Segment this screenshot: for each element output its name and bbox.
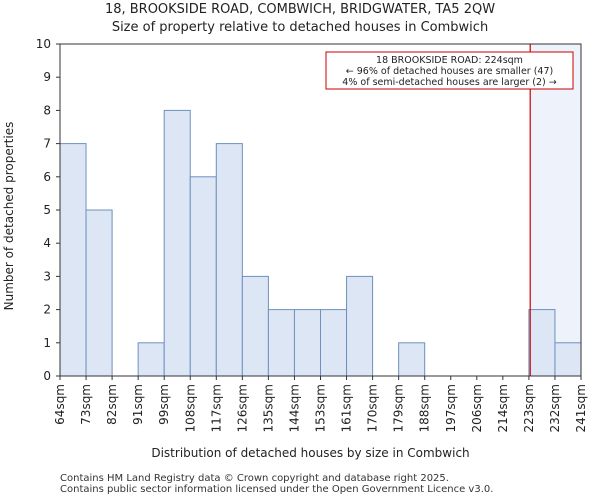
annotation-line-1: 18 BROOKSIDE ROAD: 224sqm bbox=[376, 55, 523, 66]
y-axis-label: Number of detached properties bbox=[2, 122, 16, 311]
x-tick-label: 223sqm bbox=[522, 384, 536, 432]
histogram-bar bbox=[59, 143, 87, 377]
chart-title-subtitle: Size of property relative to detached ho… bbox=[111, 20, 489, 35]
x-tick-label: 161sqm bbox=[340, 384, 354, 432]
histogram-bar bbox=[215, 143, 243, 377]
histogram-bar bbox=[398, 342, 426, 377]
x-tick-label: 64sqm bbox=[53, 384, 67, 425]
x-tick-label: 144sqm bbox=[287, 384, 301, 432]
x-tick-label: 99sqm bbox=[157, 384, 171, 425]
histogram-bar bbox=[293, 309, 322, 377]
histogram-bar bbox=[554, 342, 582, 377]
histogram-bar bbox=[85, 209, 113, 377]
x-axis-label: Distribution of detached houses by size … bbox=[151, 446, 469, 460]
annotation-box bbox=[325, 51, 574, 90]
y-tick-label: 2 bbox=[43, 303, 51, 317]
y-tick-label: 8 bbox=[43, 103, 51, 117]
footer-copyright: Contains HM Land Registry data © Crown c… bbox=[60, 473, 449, 484]
x-tick-label: 179sqm bbox=[392, 384, 406, 432]
y-tick-label: 1 bbox=[43, 336, 51, 350]
x-tick-label: 232sqm bbox=[548, 384, 562, 432]
x-tick-label: 91sqm bbox=[131, 384, 145, 425]
y-tick-label: 3 bbox=[43, 269, 51, 283]
x-tick-label: 135sqm bbox=[261, 384, 275, 432]
histogram-bar bbox=[189, 176, 217, 377]
x-tick-label: 108sqm bbox=[183, 384, 197, 432]
histogram-bar bbox=[346, 275, 374, 377]
y-tick-label: 9 bbox=[43, 70, 51, 84]
histogram-bar bbox=[320, 309, 348, 377]
x-tick-label: 206sqm bbox=[470, 384, 484, 432]
y-tick-label: 5 bbox=[43, 203, 51, 217]
x-tick-label: 188sqm bbox=[418, 384, 432, 432]
x-tick-label: 73sqm bbox=[79, 384, 93, 425]
y-tick-label: 0 bbox=[43, 369, 51, 383]
x-tick-label: 241sqm bbox=[574, 384, 588, 432]
y-tick-label: 6 bbox=[43, 170, 51, 184]
y-tick-label: 10 bbox=[36, 37, 51, 51]
annotation-line-3: 4% of semi-detached houses are larger (2… bbox=[342, 77, 556, 88]
y-tick-label: 7 bbox=[43, 137, 51, 151]
x-tick-label: 170sqm bbox=[366, 384, 380, 432]
x-tick-label: 82sqm bbox=[105, 384, 119, 425]
x-tick-label: 197sqm bbox=[444, 384, 458, 432]
x-tick-label: 153sqm bbox=[314, 384, 328, 432]
y-tick-label: 4 bbox=[43, 236, 51, 250]
annotation-line-2: ← 96% of detached houses are smaller (47… bbox=[346, 66, 553, 77]
chart-title-address: 18, BROOKSIDE ROAD, COMBWICH, BRIDGWATER… bbox=[104, 2, 496, 17]
x-tick-label: 214sqm bbox=[496, 384, 510, 432]
x-tick-label: 117sqm bbox=[209, 384, 223, 432]
histogram-bar bbox=[528, 309, 556, 377]
x-tick-label: 126sqm bbox=[235, 384, 249, 432]
histogram-bar bbox=[163, 109, 191, 377]
footer-licence: Contains public sector information licen… bbox=[60, 484, 494, 495]
histogram-bar bbox=[241, 275, 269, 377]
histogram-bar bbox=[137, 342, 165, 377]
histogram-bar bbox=[267, 309, 295, 377]
